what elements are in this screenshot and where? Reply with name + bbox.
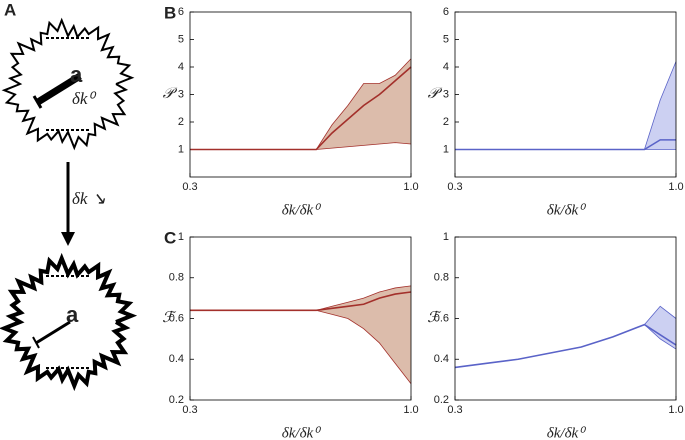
diagram: A δk ↘ a δk⁰ a xyxy=(0,0,138,392)
y-axis-label: 𝒫 xyxy=(163,86,178,102)
ring xyxy=(0,252,138,392)
line xyxy=(455,139,676,151)
y-axis-label: ℱ xyxy=(427,310,442,326)
x-axis-label: δk/δk⁰ xyxy=(282,425,321,440)
line xyxy=(190,66,412,151)
y-tick-label: 0.4 xyxy=(169,353,184,365)
vector-top-label: a xyxy=(70,62,83,87)
x-tick-label: 0.3 xyxy=(182,404,197,416)
y-tick-label: 1 xyxy=(178,143,184,155)
vector-top xyxy=(36,73,82,105)
band-edge xyxy=(454,305,677,368)
panel-label: C xyxy=(164,228,176,247)
y-tick-label: 0.8 xyxy=(434,272,449,284)
line xyxy=(454,323,677,369)
band-edge xyxy=(455,61,677,150)
step-label: δk ↘ xyxy=(72,189,106,208)
y-tick-label: 2 xyxy=(178,116,184,128)
y-tick-label: 4 xyxy=(178,61,184,73)
y-tick-label: 1 xyxy=(443,143,449,155)
y-tick-label: 5 xyxy=(443,33,449,45)
y-tick-label: 0.2 xyxy=(434,394,449,406)
y-axis-label: ℱ xyxy=(162,310,177,326)
x-tick-label: 1.0 xyxy=(403,404,418,416)
y-axis-label: 𝒫 xyxy=(428,86,443,102)
band xyxy=(455,306,676,368)
y-tick-label: 0.8 xyxy=(169,272,184,284)
vector-bottom xyxy=(35,320,71,345)
x-tick-label: 0.3 xyxy=(447,181,462,193)
vector-top-end xyxy=(32,95,43,109)
y-tick-label: 0.4 xyxy=(434,353,449,365)
plot-frame xyxy=(189,236,412,401)
plot-frame xyxy=(454,11,677,178)
y-tick-label: 4 xyxy=(443,61,449,73)
plot-frame xyxy=(189,11,412,178)
x-axis-label: δk/δk⁰ xyxy=(547,425,586,440)
x-tick-label: 1.0 xyxy=(668,181,683,193)
band xyxy=(455,61,676,150)
y-tick-label: 6 xyxy=(443,6,449,18)
y-tick-label: 0.6 xyxy=(434,312,449,324)
plot-frame xyxy=(454,236,677,401)
vector-bottom-end xyxy=(32,336,40,349)
y-tick-label: 1 xyxy=(443,231,449,243)
length-label: δk⁰ xyxy=(72,89,96,108)
x-tick-label: 1.0 xyxy=(668,404,683,416)
vector-bottom-label: a xyxy=(66,302,79,327)
x-axis-label: δk/δk⁰ xyxy=(547,202,586,218)
panel-label: B xyxy=(164,3,176,22)
band xyxy=(190,285,411,384)
x-tick-label: 1.0 xyxy=(403,181,418,193)
x-tick-label: 0.3 xyxy=(182,181,197,193)
y-tick-label: 5 xyxy=(178,33,184,45)
y-tick-label: 1 xyxy=(178,231,184,243)
y-tick-label: 0.6 xyxy=(169,312,184,324)
line xyxy=(190,291,412,312)
y-tick-label: 6 xyxy=(178,6,184,18)
panel-label: A xyxy=(4,0,16,19)
y-tick-label: 0.2 xyxy=(169,394,184,406)
x-tick-label: 0.3 xyxy=(447,404,462,416)
arrow-head xyxy=(61,232,75,246)
ring xyxy=(1,17,135,151)
y-tick-label: 3 xyxy=(443,88,449,100)
x-axis-label: δk/δk⁰ xyxy=(282,202,321,218)
band-edge xyxy=(454,324,677,368)
band xyxy=(190,58,411,150)
y-tick-label: 3 xyxy=(178,88,184,100)
y-tick-label: 2 xyxy=(443,116,449,128)
